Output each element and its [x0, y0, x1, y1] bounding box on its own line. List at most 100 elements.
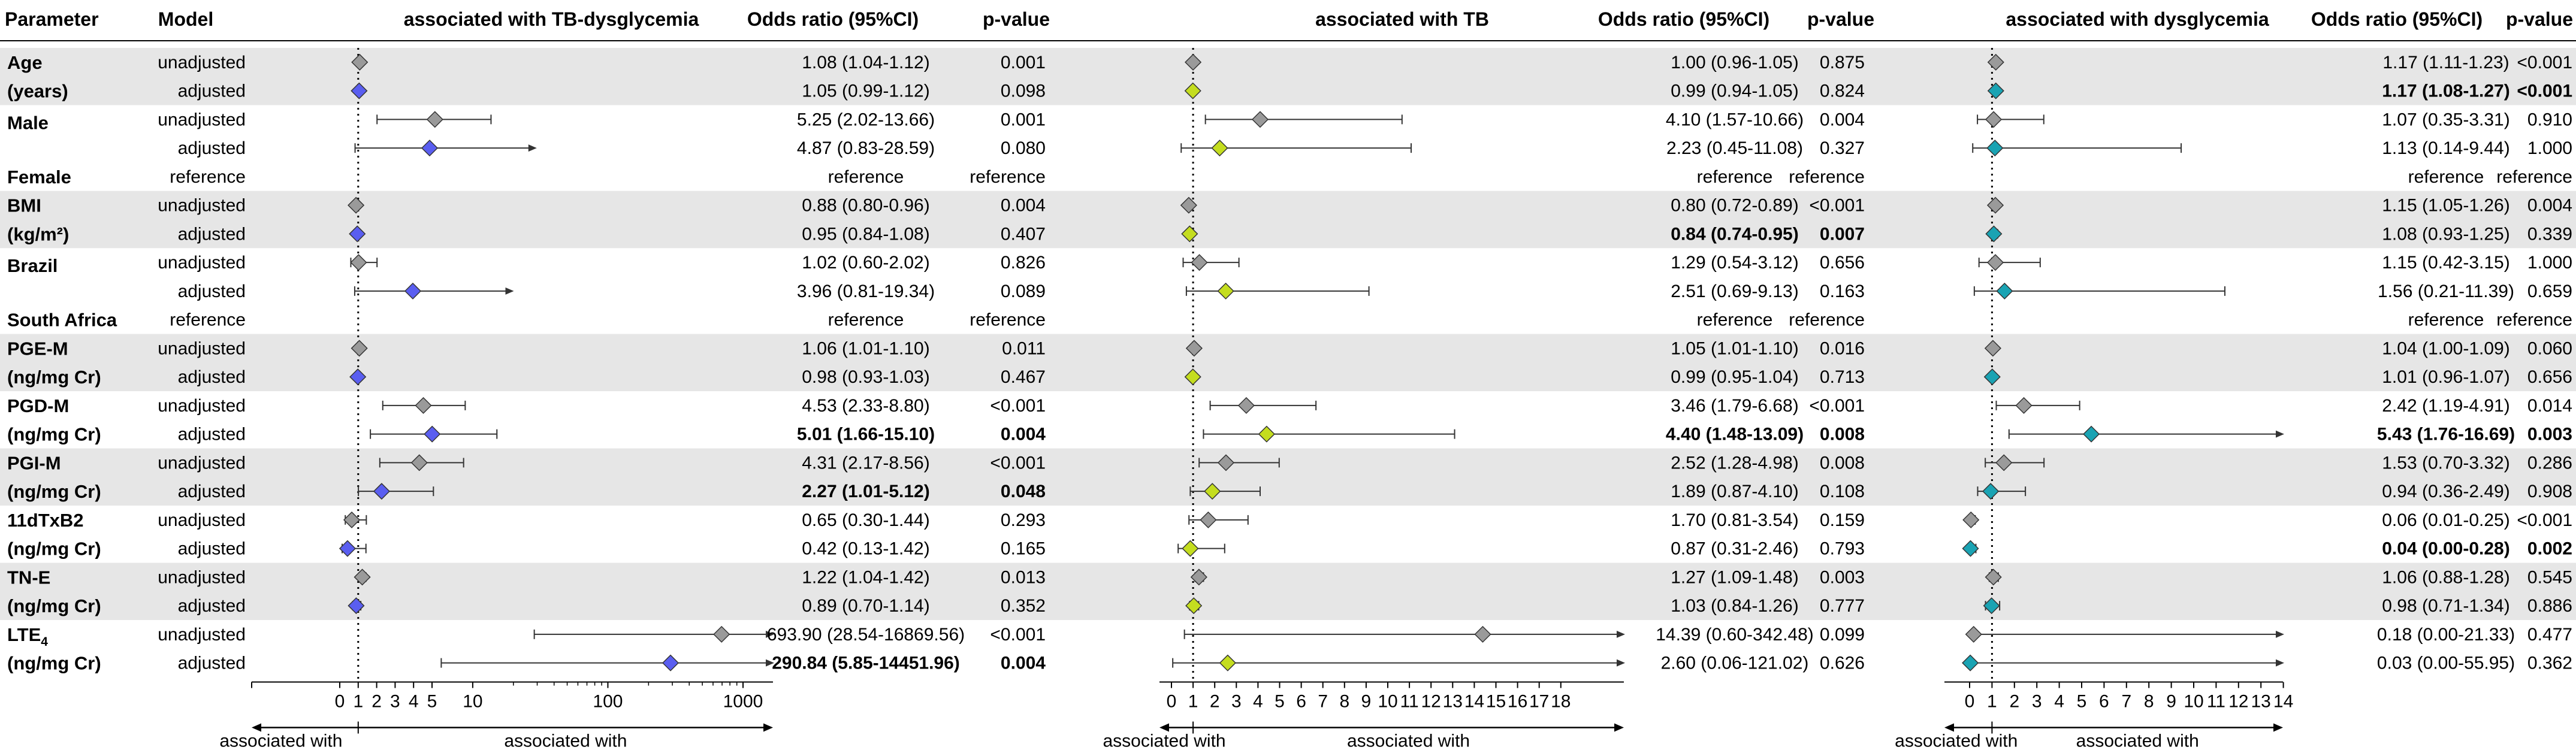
- model-label: unadjusted: [158, 453, 246, 473]
- point-estimate: [1983, 597, 2000, 615]
- direction-right-line2: dysglycemia: [2088, 751, 2187, 753]
- p-value: 0.098: [1001, 81, 1046, 101]
- parameter-label: Brazil: [7, 255, 58, 276]
- or-value: 2.51 (0.69-9.13): [1671, 282, 1798, 301]
- model-label: adjusted: [178, 539, 246, 559]
- p-value: 0.910: [2527, 110, 2572, 129]
- p-value: 0.003: [2527, 425, 2572, 444]
- point-estimate: [1985, 111, 2003, 128]
- point-estimate: [1190, 568, 1207, 586]
- panel2-title: associated with TB: [1315, 8, 1489, 30]
- or-value: 0.42 (0.13-1.42): [802, 539, 929, 559]
- panel2-or-header: Odds ratio (95%CI): [1598, 8, 1769, 30]
- x-tick-label: 3: [1231, 692, 1242, 712]
- row-band: [0, 448, 2576, 506]
- point-estimate: [1983, 368, 2001, 386]
- p-value: 1.000: [2527, 253, 2572, 273]
- parameter-unit: (years): [7, 81, 68, 102]
- x-tick-label: 2: [2009, 692, 2019, 712]
- model-label: unadjusted: [158, 253, 246, 273]
- or-value: 14.39 (0.60-342.48): [1656, 625, 1814, 645]
- or-value: 5.25 (2.02-13.66): [797, 110, 935, 129]
- p-value: 0.165: [1001, 539, 1046, 559]
- point-estimate: [1184, 368, 1201, 386]
- arrowhead-left: [1944, 723, 1954, 732]
- or-value: 1.05 (0.99-1.12): [802, 81, 929, 101]
- x-tick-label: 100: [593, 692, 623, 712]
- x-tick-label: 1: [1987, 692, 1997, 712]
- model-label: unadjusted: [158, 53, 246, 72]
- x-tick-label: 11: [2207, 692, 2225, 712]
- ci-arrowhead: [1617, 630, 1625, 638]
- point-estimate: [349, 368, 367, 386]
- p-value: 0.001: [1001, 53, 1046, 72]
- model-label: adjusted: [178, 482, 246, 501]
- x-tick-label: 12: [2228, 692, 2248, 712]
- point-estimate: [348, 597, 365, 615]
- p-value: 0.793: [1820, 539, 1865, 559]
- p-value: 0.352: [1001, 596, 1046, 616]
- or-value: 1.05 (1.01-1.10): [1671, 338, 1798, 358]
- or-value: 1.03 (0.84-1.26): [1671, 596, 1798, 616]
- x-tick-label: 10: [2184, 692, 2203, 712]
- point-estimate: [2083, 425, 2100, 443]
- point-estimate: [1211, 140, 1228, 157]
- point-estimate: [1962, 654, 1979, 672]
- row-bands: [0, 48, 2576, 620]
- parameter-label: PGD-M: [7, 395, 69, 416]
- model-label: adjusted: [178, 596, 246, 616]
- or-value: 1.89 (0.87-4.10): [1671, 482, 1798, 501]
- or-value: 1.08 (0.93-1.25): [2382, 224, 2509, 244]
- or-value: 693.90 (28.54-16869.56): [767, 625, 965, 645]
- point-estimate: [350, 254, 367, 271]
- x-tick-label: 17: [1529, 692, 1549, 712]
- p-value: <0.001: [2517, 53, 2572, 72]
- x-tick-label: 10: [1378, 692, 1397, 712]
- point-estimate: [404, 282, 422, 300]
- p-value: 0.089: [1001, 282, 1046, 301]
- point-estimate: [1184, 82, 1201, 99]
- or-value: 4.53 (2.33-8.80): [802, 396, 929, 416]
- p-value: <0.001: [1809, 396, 1865, 416]
- p-value: 0.159: [1820, 510, 1865, 530]
- x-tick-label: 4: [2054, 692, 2064, 712]
- p-value: <0.001: [990, 453, 1046, 473]
- x-tick-label: 2: [372, 692, 382, 712]
- x-tick-label: 15: [1486, 692, 1506, 712]
- parameter-unit: (ng/mg Cr): [7, 367, 101, 388]
- or-value: 2.27 (1.01-5.12): [802, 482, 929, 501]
- point-estimate: [1987, 53, 2004, 71]
- or-value: 0.98 (0.93-1.03): [802, 367, 929, 387]
- point-estimate: [1251, 111, 1269, 128]
- model-label: adjusted: [178, 367, 246, 387]
- x-tick-label: 1000: [723, 692, 763, 712]
- point-estimate: [426, 111, 443, 128]
- point-estimate: [351, 53, 369, 71]
- panel3-or-header: Odds ratio (95%CI): [2311, 8, 2483, 30]
- p-reference: reference: [1789, 167, 1865, 187]
- or-value: 0.88 (0.80-0.96): [802, 196, 929, 216]
- x-tick-label: 1: [1188, 692, 1198, 712]
- row-band: [0, 190, 2576, 249]
- point-estimate: [2015, 397, 2033, 414]
- or-value: 3.96 (0.81-19.34): [797, 282, 935, 301]
- point-estimate: [339, 540, 356, 557]
- or-value: 1.06 (1.01-1.10): [802, 338, 929, 358]
- or-reference: reference: [828, 310, 904, 330]
- or-value: 4.10 (1.57-10.66): [1666, 110, 1804, 129]
- or-value: 0.89 (0.70-1.14): [802, 596, 929, 616]
- point-estimate: [424, 425, 441, 443]
- model-label: unadjusted: [158, 510, 246, 530]
- or-value: 3.46 (1.79-6.68): [1671, 396, 1798, 416]
- model-label: adjusted: [178, 224, 246, 244]
- p-value: 0.011: [1002, 338, 1046, 358]
- direction-right-line1: associated with: [1347, 731, 1470, 751]
- model-labels: unadjusted adjusted unadjusted adjusted refe…: [158, 53, 246, 673]
- panel1-p-header: p-value: [983, 8, 1050, 30]
- point-estimate: [1995, 454, 2013, 471]
- or-reference: reference: [2408, 167, 2484, 187]
- or-value: 1.13 (0.14-9.44): [2382, 138, 2509, 158]
- point-estimate: [343, 511, 361, 528]
